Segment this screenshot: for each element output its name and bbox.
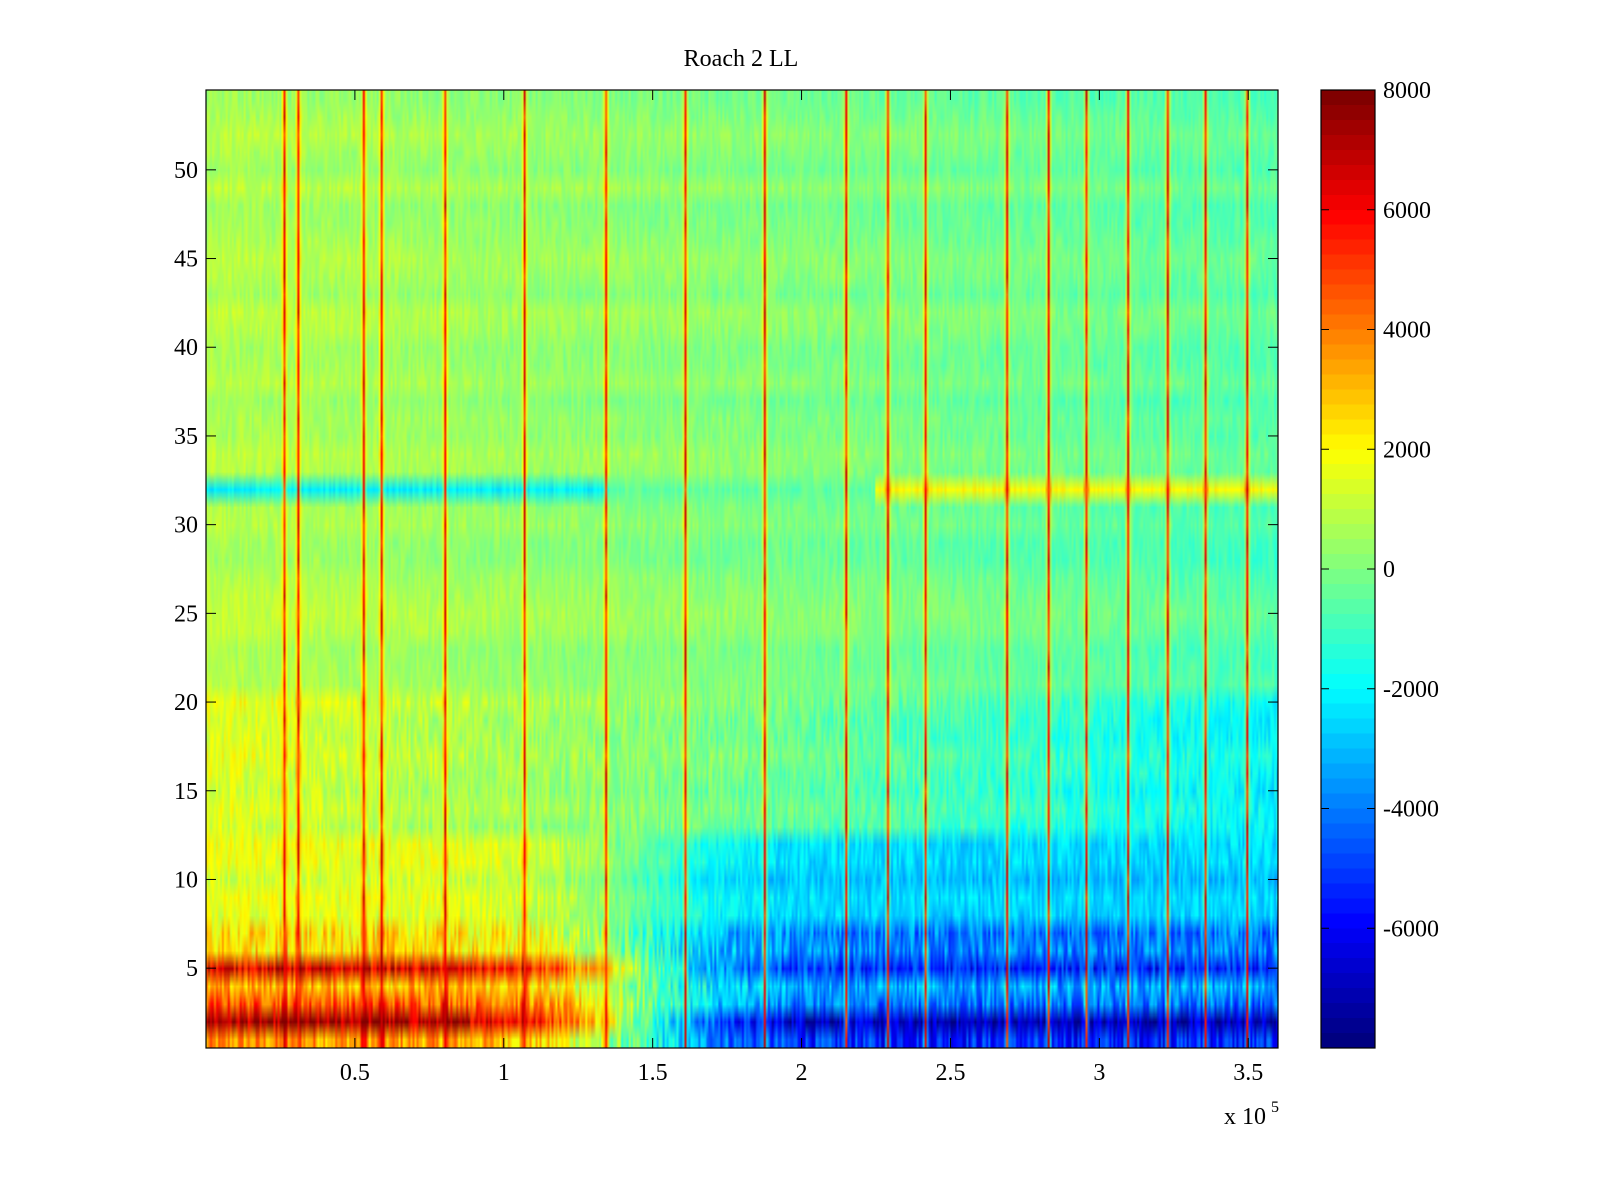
colorbar-tick-label: 8000 [1383, 78, 1431, 104]
heatmap-plot-area [206, 90, 1278, 1048]
colorbar-gradient [1321, 90, 1375, 1048]
x-tick-label: 1.5 [638, 1060, 668, 1086]
x-axis-multiplier-exponent: 5 [1271, 1099, 1279, 1116]
colorbar-tick-label: -4000 [1383, 797, 1439, 823]
y-tick-label: 30 [174, 513, 198, 539]
x-axis-multiplier: x 10 5 [1224, 1099, 1279, 1130]
colorbar-tick-label: -2000 [1383, 677, 1439, 703]
y-tick-label: 50 [174, 158, 198, 184]
colorbar-tick-label: 2000 [1383, 437, 1431, 463]
x-tick-label: 3.5 [1233, 1060, 1263, 1086]
colorbar-tick-label: 4000 [1383, 318, 1431, 344]
x-tick-label: 0.5 [340, 1060, 370, 1086]
y-tick-label: 45 [174, 247, 198, 273]
x-tick-label: 3 [1093, 1060, 1105, 1086]
y-tick-label: 10 [174, 867, 198, 893]
axes: 0.5 1 1.5 2 2.5 3 3.5 5 10 15 20 25 30 35 40 45 50 8000 60… [174, 78, 1439, 1086]
plot-frame [205, 89, 1279, 1049]
colorbar-tick-label: 6000 [1383, 198, 1431, 224]
chart-title: Roach 2 LL [684, 46, 799, 72]
colorbar [1321, 90, 1375, 1048]
x-tick-label: 1 [498, 1060, 510, 1086]
x-tick-label: 2.5 [935, 1060, 965, 1086]
y-tick-label: 40 [174, 335, 198, 361]
colorbar-tick-label: -6000 [1383, 916, 1439, 942]
x-axis-multiplier-base: x 10 [1224, 1104, 1266, 1130]
y-tick-label: 25 [174, 601, 198, 627]
x-tick-label: 2 [796, 1060, 808, 1086]
y-tick-label: 35 [174, 424, 198, 450]
y-tick-label: 5 [186, 956, 198, 982]
y-tick-label: 15 [174, 779, 198, 805]
y-tick-label: 20 [174, 690, 198, 716]
heatmap-cells [206, 90, 1278, 1048]
colorbar-tick-label: 0 [1383, 557, 1395, 583]
